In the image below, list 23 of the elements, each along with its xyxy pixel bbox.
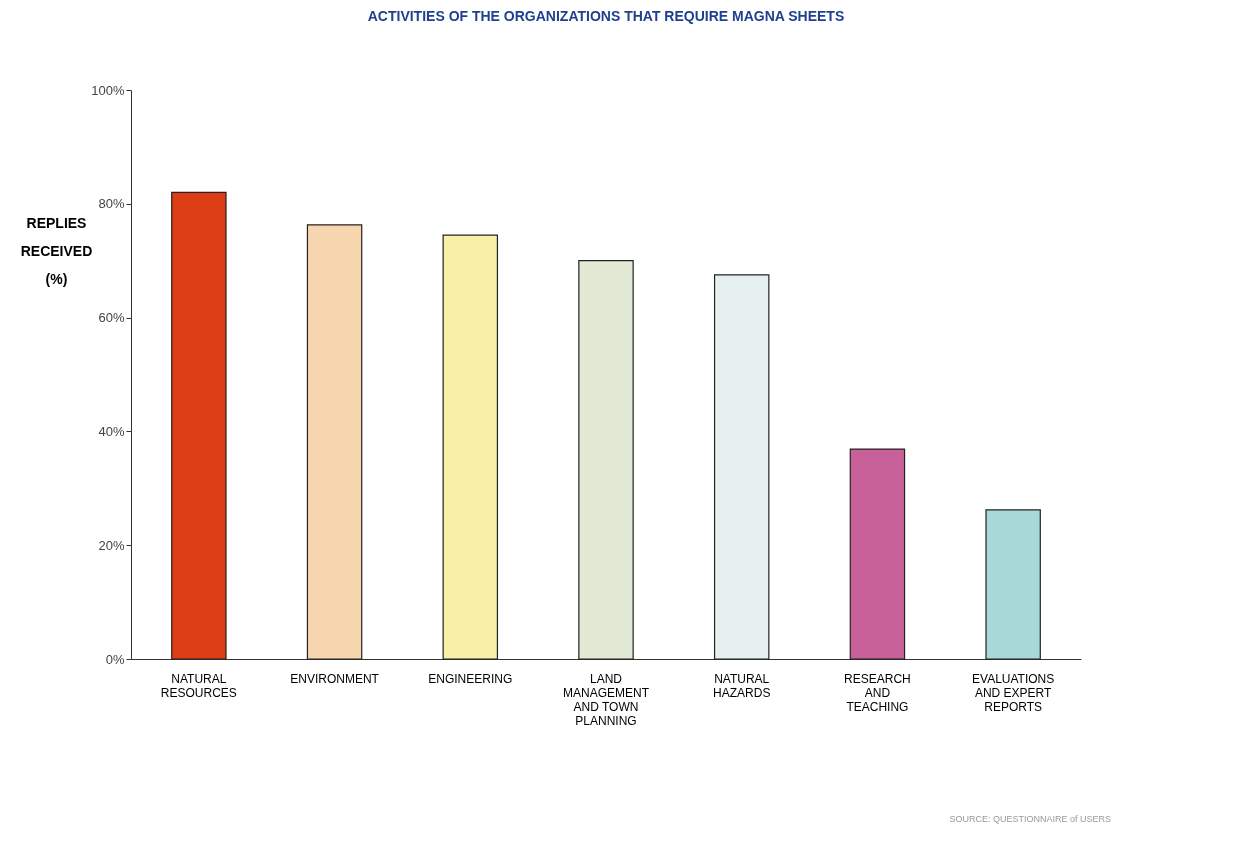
bar — [306, 224, 363, 660]
bar — [171, 191, 227, 660]
x-tick-label: NATURAL RESOURCES — [160, 671, 237, 700]
bar — [713, 274, 770, 660]
x-tick-label: RESEARCH AND TEACHING — [844, 671, 911, 714]
x-tick-label: ENVIRONMENT — [290, 671, 380, 686]
x-tick-label: NATURAL HAZARDS — [713, 671, 771, 700]
x-tick-label: ENGINEERING — [428, 671, 513, 686]
x-tick-label: LAND MANAGEMENT AND TOWN PLANNING — [562, 671, 650, 728]
x-tick-label: EVALUATIONS AND EXPERT REPORTS — [972, 671, 1055, 714]
chart-title: ACTIVITIES OF THE ORGANIZATIONS THAT REQUIRE MAGNA SHEETS — [367, 8, 845, 24]
y-axis-title: REPLIES RECEIVED (%) — [20, 214, 93, 287]
bar — [849, 448, 906, 660]
source-note: SOURCE: QUESTIONNAIRE of USERS — [949, 814, 1111, 824]
y-tick-label: 60% — [98, 310, 125, 326]
bar — [578, 260, 634, 660]
y-tick-label: 80% — [98, 196, 125, 212]
bar — [985, 509, 1041, 660]
y-tick-label: 40% — [98, 423, 125, 439]
y-tick-label: 0% — [105, 651, 125, 667]
bar — [442, 234, 499, 660]
y-tick-label: 100% — [91, 82, 125, 98]
y-tick-label: 20% — [98, 537, 125, 553]
